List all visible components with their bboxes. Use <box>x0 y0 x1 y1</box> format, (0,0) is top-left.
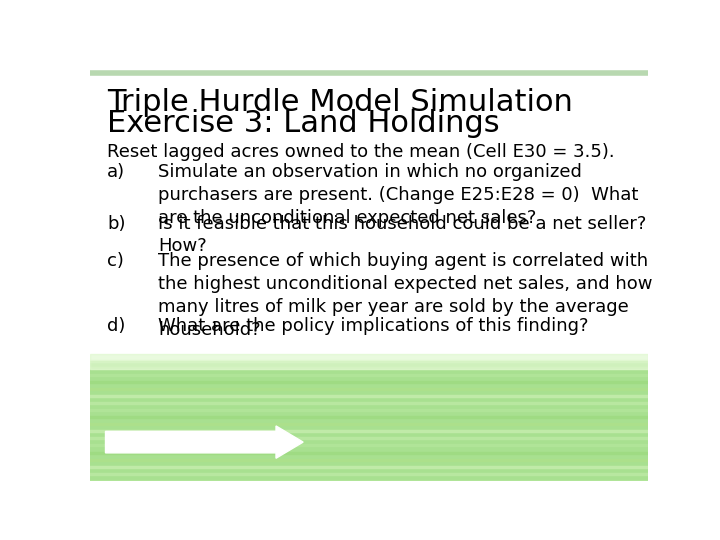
Text: Triple Hurdle Model Simulation: Triple Hurdle Model Simulation <box>107 88 573 117</box>
Bar <box>90 361 648 481</box>
Text: The presence of which buying agent is correlated with
the highest unconditional : The presence of which buying agent is co… <box>158 252 653 339</box>
Text: b): b) <box>107 214 125 233</box>
Text: c): c) <box>107 252 124 271</box>
Text: Simulate an observation in which no organized
purchasers are present. (Change E2: Simulate an observation in which no orga… <box>158 164 639 227</box>
FancyArrow shape <box>106 426 303 458</box>
Text: d): d) <box>107 317 125 335</box>
Text: Is it feasible that this household could be a net seller?
How?: Is it feasible that this household could… <box>158 214 647 255</box>
Text: a): a) <box>107 164 125 181</box>
Text: What are the policy implications of this finding?: What are the policy implications of this… <box>158 317 589 335</box>
Text: Exercise 3: Land Holdings: Exercise 3: Land Holdings <box>107 110 500 138</box>
Bar <box>90 354 648 369</box>
Text: Reset lagged acres owned to the mean (Cell E30 = 3.5).: Reset lagged acres owned to the mean (Ce… <box>107 143 615 161</box>
